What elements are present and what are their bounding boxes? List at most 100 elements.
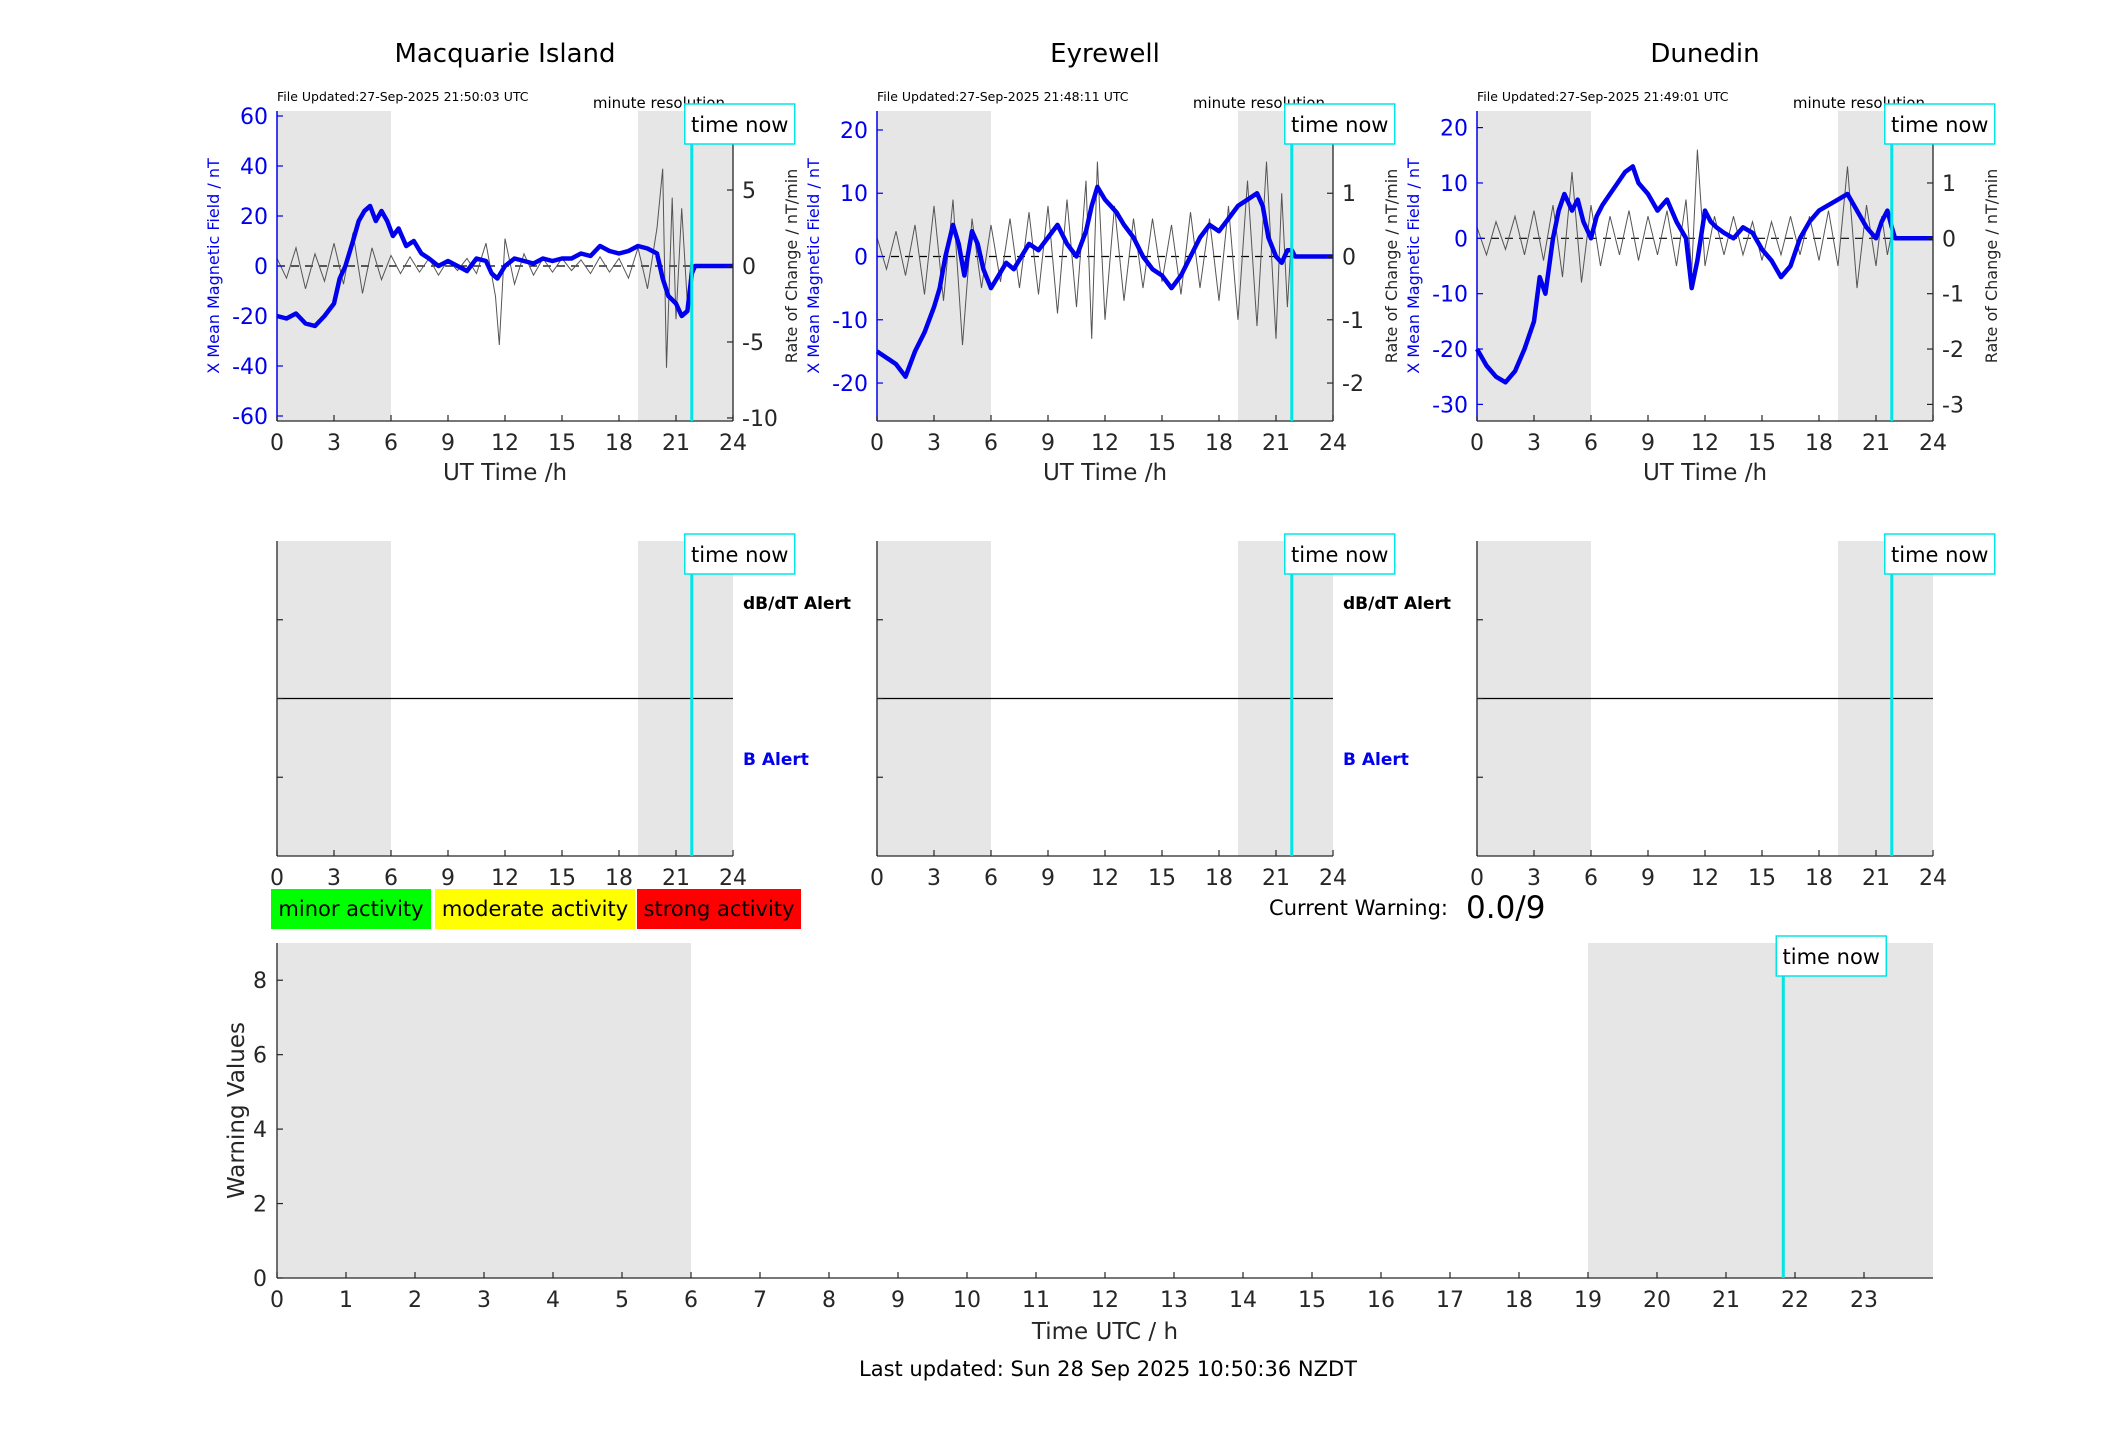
- station-2-file-updated: File Updated:27-Sep-2025 21:49:01 UTC: [1477, 89, 1729, 104]
- station-1-x-tick-label: 0: [870, 431, 884, 456]
- station-1-ylabel-left: X Mean Magnetic Field / nT: [804, 158, 823, 374]
- warning-x-tick-label: 0: [270, 1288, 284, 1313]
- station-0-x-tick-label: 24: [719, 431, 747, 456]
- alert-0-x-tick-label: 12: [491, 866, 519, 891]
- warning-y-tick-label: 0: [253, 1267, 267, 1292]
- station-2-x-tick-label: 6: [1584, 431, 1598, 456]
- alert-0-x-tick-label: 6: [384, 866, 398, 891]
- station-1-x-tick-label: 12: [1091, 431, 1119, 456]
- station-2-right-tick-label: 0: [1942, 227, 1956, 252]
- moderate-activity-label: moderate activity: [442, 897, 628, 921]
- station-2-time-now-label: time now: [1891, 113, 1988, 137]
- warning-x-tick-label: 23: [1850, 1288, 1878, 1313]
- station-0-right-tick-label: -10: [742, 407, 778, 432]
- station-1-x-tick-label: 21: [1262, 431, 1290, 456]
- station-0-right-tick-label: 0: [742, 255, 756, 280]
- station-1-left-tick-label: -20: [832, 372, 868, 397]
- station-1-title: Eyrewell: [1050, 39, 1160, 69]
- alert-0-x-tick-label: 9: [441, 866, 455, 891]
- station-2-title: Dunedin: [1650, 39, 1759, 69]
- station-1-x-tick-label: 9: [1041, 431, 1055, 456]
- station-1-left-tick-label: 20: [840, 119, 868, 144]
- warning-night-band-0: [277, 943, 691, 1278]
- alert-0-x-tick-label: 21: [662, 866, 690, 891]
- station-1-left-tick-label: 10: [840, 182, 868, 207]
- alert-1-x-tick-label: 3: [927, 866, 941, 891]
- alert-1-x-tick-label: 24: [1319, 866, 1347, 891]
- minor-activity-label: minor activity: [278, 897, 423, 921]
- warning-xlabel: Time UTC / h: [1031, 1319, 1178, 1345]
- station-2-x-tick-label: 18: [1805, 431, 1833, 456]
- activity-legend: minor activity moderate activity strong ac…: [271, 889, 801, 929]
- station-1-x-tick-label: 24: [1319, 431, 1347, 456]
- alert-0-dbdt-alert-label: dB/dT Alert: [743, 594, 851, 614]
- station-1-night-band-0: [877, 111, 991, 421]
- alert-2-x-tick-label: 9: [1641, 866, 1655, 891]
- station-2-left-tick-label: -10: [1432, 283, 1468, 308]
- alert-2-time-now-label: time now: [1891, 543, 1988, 567]
- station-1-xlabel: UT Time /h: [1043, 460, 1167, 486]
- alert-2-x-tick-label: 24: [1919, 866, 1947, 891]
- warning-x-tick-label: 19: [1574, 1288, 1602, 1313]
- station-0-x-tick-label: 9: [441, 431, 455, 456]
- warning-y-tick-label: 2: [253, 1193, 267, 1218]
- station-2-left-tick-label: 0: [1454, 227, 1468, 252]
- warning-ylabel: Warning Values: [224, 1022, 250, 1199]
- warning-night-band-1: [1588, 943, 1933, 1278]
- warning-x-tick-label: 4: [546, 1288, 560, 1313]
- alert-2-x-tick-label: 15: [1748, 866, 1776, 891]
- station-2-x-tick-label: 3: [1527, 431, 1541, 456]
- station-0-x-tick-label: 12: [491, 431, 519, 456]
- warning-x-tick-label: 15: [1298, 1288, 1326, 1313]
- station-0-file-updated: File Updated:27-Sep-2025 21:50:03 UTC: [277, 89, 529, 104]
- station-2-x-tick-label: 12: [1691, 431, 1719, 456]
- alert-1-x-tick-label: 15: [1148, 866, 1176, 891]
- station-1-x-tick-label: 15: [1148, 431, 1176, 456]
- warning-x-tick-label: 5: [615, 1288, 629, 1313]
- minor-activity-swatch: [271, 889, 431, 929]
- station-0-left-tick-label: -40: [232, 355, 268, 380]
- station-2-right-tick-label: -1: [1942, 283, 1964, 308]
- station-0-ylabel-left: X Mean Magnetic Field / nT: [204, 158, 223, 374]
- station-1-file-updated: File Updated:27-Sep-2025 21:48:11 UTC: [877, 89, 1129, 104]
- station-0-x-tick-label: 21: [662, 431, 690, 456]
- current-warning-label: Current Warning:: [1269, 896, 1448, 920]
- warning-x-tick-label: 1: [339, 1288, 353, 1313]
- station-1-field-series: [875, 184, 1333, 379]
- warning-x-tick-label: 22: [1781, 1288, 1809, 1313]
- station-0-ylabel-right: Rate of Change / nT/min: [782, 169, 801, 364]
- warning-x-tick-label: 11: [1022, 1288, 1050, 1313]
- alert-0-x-tick-label: 0: [270, 866, 284, 891]
- alert-0-time-now-label: time now: [691, 543, 788, 567]
- station-2-x-tick-label: 24: [1919, 431, 1947, 456]
- warning-x-tick-label: 12: [1091, 1288, 1119, 1313]
- warning-time-now-label: time now: [1783, 945, 1880, 969]
- station-0-xlabel: UT Time /h: [443, 460, 567, 486]
- station-1-right-tick-label: -1: [1342, 309, 1364, 334]
- station-2-left-tick-label: 20: [1440, 117, 1468, 142]
- station-0-left-tick-label: -20: [232, 305, 268, 330]
- station-1-x-tick-label: 6: [984, 431, 998, 456]
- station-0-time-now-label: time now: [691, 113, 788, 137]
- station-0-time-now-box: [684, 103, 796, 145]
- station-0-left-tick-label: -60: [232, 405, 268, 430]
- station-2-xlabel: UT Time /h: [1643, 460, 1767, 486]
- alert-2-x-tick-label: 12: [1691, 866, 1719, 891]
- alert-0-x-tick-label: 24: [719, 866, 747, 891]
- alert-1-x-tick-label: 21: [1262, 866, 1290, 891]
- warning-x-tick-label: 20: [1643, 1288, 1671, 1313]
- station-2-field-series: [1475, 164, 1933, 385]
- alert-1-panel: 0 3 6 9 12 15 18 21 24 dB/dT Alert B Alert time now: [870, 533, 1451, 891]
- station-2-magnetometer-chart: Dunedin File Updated:27-Sep-2025 21:49:01…: [1404, 39, 2001, 486]
- station-2-x-tick-label: 21: [1862, 431, 1890, 456]
- station-0-x-tick-label: 3: [327, 431, 341, 456]
- station-0-x-tick-label: 18: [605, 431, 633, 456]
- warning-x-tick-label: 8: [822, 1288, 836, 1313]
- warning-x-tick-label: 17: [1436, 1288, 1464, 1313]
- alert-1-time-now-box: [1284, 533, 1396, 575]
- warning-x-tick-label: 7: [753, 1288, 767, 1313]
- station-1-right-tick-label: 1: [1342, 182, 1356, 207]
- alert-0-x-tick-label: 15: [548, 866, 576, 891]
- alert-1-dbdt-alert-label: dB/dT Alert: [1343, 594, 1451, 614]
